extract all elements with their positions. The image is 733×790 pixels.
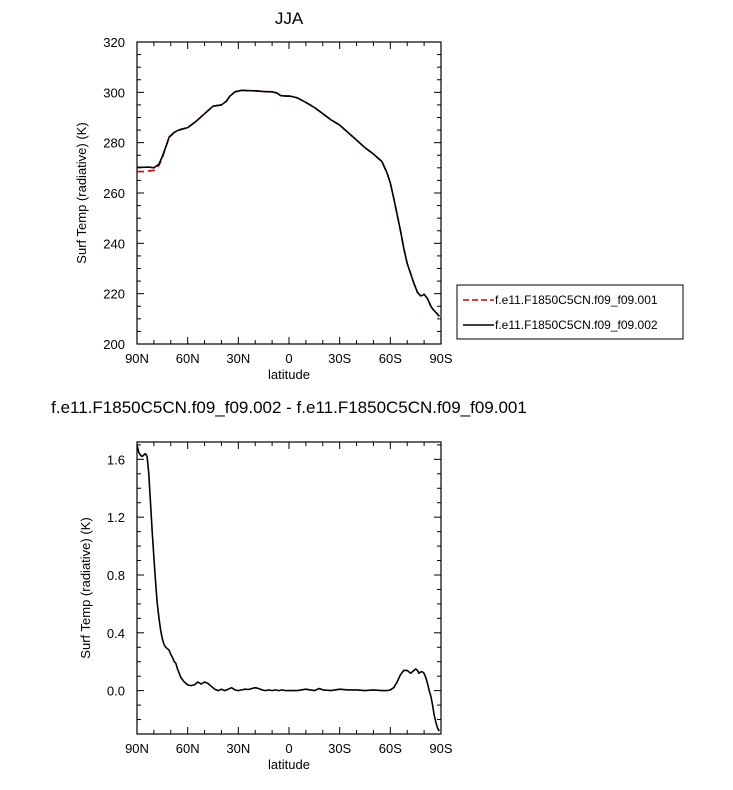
legend-label-1: f.e11.F1850C5CN.f09_f09.001 bbox=[495, 293, 658, 307]
y-tick-label: 220 bbox=[103, 287, 125, 302]
x-tick-label: 30N bbox=[226, 351, 250, 366]
x-tick-label: 30N bbox=[226, 741, 250, 756]
top-panel-temperature: JJA 90N 60N 30N 0 30S 60S 90S 200 220 240 260 280 300… bbox=[74, 9, 453, 382]
series-line-1 bbox=[137, 444, 440, 732]
legend-label-2: f.e11.F1850C5CN.f09_f09.002 bbox=[495, 318, 658, 332]
x-tick-label: 90S bbox=[429, 351, 452, 366]
y-axis-label: Surf Temp (radiative) (K) bbox=[74, 122, 89, 263]
x-tick-label: 30S bbox=[328, 351, 351, 366]
y-tick-label: 0.4 bbox=[107, 626, 125, 641]
x-tick-label: 90S bbox=[429, 741, 452, 756]
x-axis-label: latitude bbox=[268, 757, 310, 772]
y-tick-label: 320 bbox=[103, 35, 125, 50]
x-tick-label: 90N bbox=[125, 741, 149, 756]
legend: f.e11.F1850C5CN.f09_f09.001 f.e11.F1850C5… bbox=[456, 284, 684, 340]
series-line-1 bbox=[137, 89, 440, 317]
x-axis-label: latitude bbox=[268, 367, 310, 382]
y-axis-label: Surf Temp (radiative) (K) bbox=[78, 517, 93, 658]
y-tick-label: 1.6 bbox=[107, 452, 125, 467]
y-tick-label: 200 bbox=[103, 337, 125, 352]
x-tick-label: 0 bbox=[285, 351, 292, 366]
y-tick-label: 260 bbox=[103, 186, 125, 201]
x-tick-label: 30S bbox=[328, 741, 351, 756]
legend-box bbox=[456, 284, 684, 340]
y-tick-label: 0.8 bbox=[107, 568, 125, 583]
y-tick-label: 280 bbox=[103, 136, 125, 151]
plot-frame bbox=[136, 41, 442, 345]
x-tick-label: 60N bbox=[176, 741, 200, 756]
x-tick-label: 90N bbox=[125, 351, 149, 366]
y-tick-label: 300 bbox=[103, 85, 125, 100]
x-tick-label: 0 bbox=[285, 741, 292, 756]
bottom-panel-difference: f.e11.F1850C5CN.f09_f09.002 - f.e11.F185… bbox=[51, 398, 527, 772]
y-tick-label: 0.0 bbox=[107, 684, 125, 699]
y-tick-label: 1.2 bbox=[107, 510, 125, 525]
x-tick-label: 60S bbox=[379, 351, 402, 366]
y-tick-label: 240 bbox=[103, 236, 125, 251]
x-tick-label: 60S bbox=[379, 741, 402, 756]
x-tick-label: 60N bbox=[176, 351, 200, 366]
chart-title: f.e11.F1850C5CN.f09_f09.002 - f.e11.F185… bbox=[51, 398, 527, 417]
series-line-2 bbox=[137, 89, 440, 317]
chart-title: JJA bbox=[275, 9, 304, 28]
